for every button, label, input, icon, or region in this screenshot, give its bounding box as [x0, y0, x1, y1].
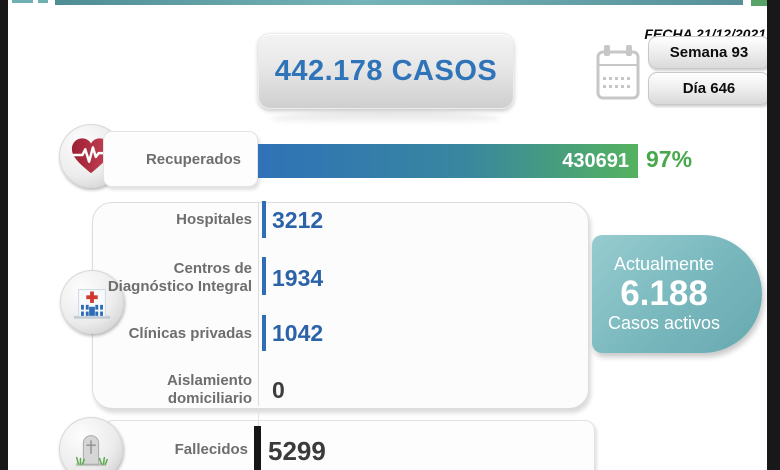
active-cases-value: 6.188: [620, 273, 708, 313]
breakdown-value-hospitales: 3212: [272, 207, 324, 233]
active-cases-line1: Actualmente: [613, 254, 715, 275]
label-line: Aislamiento: [166, 372, 252, 389]
breakdown-label-clinicas: Clínicas privadas: [100, 325, 252, 343]
logo-fragment: [38, 0, 48, 3]
deceased-value: 5299: [268, 436, 326, 466]
value-tick: [262, 315, 266, 351]
right-black-edge: [767, 0, 780, 470]
deceased-label: Fallecidos: [174, 441, 248, 458]
active-cases-line2: Casos activos: [607, 313, 721, 334]
breakdown-label-hospitales: Hospitales: [100, 211, 252, 229]
value-tick: [262, 257, 266, 295]
corner-accent-square: [751, 0, 768, 6]
left-black-edge: [0, 0, 8, 470]
deceased-box: [103, 420, 595, 470]
recovered-progress-bar: 430691: [258, 144, 638, 178]
week-label: Semana 93: [669, 44, 749, 61]
label-line: Centros de: [173, 260, 252, 277]
recovered-percent: 97%: [646, 146, 693, 172]
breakdown-value-cdi: 1934: [272, 265, 324, 291]
recovered-label-box: Recuperados: [103, 131, 258, 187]
recovered-value: 430691: [562, 149, 629, 172]
cases-box-reflection: [270, 112, 500, 125]
breakdown-value-aislamiento: 0: [272, 377, 285, 403]
label-line: Clínicas privadas: [128, 325, 252, 342]
panel-divider-line: [258, 203, 259, 406]
calendar-icon: [596, 45, 640, 100]
label-line: Diagnóstico Integral: [107, 278, 252, 295]
label-line: domiciliario: [167, 390, 252, 407]
hospital-icon: [60, 270, 124, 334]
panel-divider-line: [258, 408, 259, 421]
recovered-label: Recuperados: [145, 150, 242, 168]
total-cases-box: 442.178 CASOS: [258, 33, 514, 109]
day-badge: Día 646: [648, 72, 770, 105]
value-tick: [262, 201, 266, 238]
label-line: Hospitales: [176, 211, 252, 228]
breakdown-value-clinicas: 1042: [272, 320, 324, 346]
top-accent-bar: [55, 0, 743, 5]
tombstone-icon: [59, 417, 123, 470]
total-cases-label: 442.178 CASOS: [274, 54, 498, 87]
logo-fragment: [12, 0, 33, 3]
breakdown-label-aislamiento: Aislamiento domiciliario: [100, 372, 252, 408]
week-badge: Semana 93: [648, 36, 770, 69]
deceased-value-tick: [254, 426, 261, 470]
breakdown-label-cdi: Centros de Diagnóstico Integral: [100, 260, 252, 296]
active-cases-box: Actualmente 6.188 Casos activos: [592, 235, 762, 353]
day-label: Día 646: [682, 80, 736, 97]
